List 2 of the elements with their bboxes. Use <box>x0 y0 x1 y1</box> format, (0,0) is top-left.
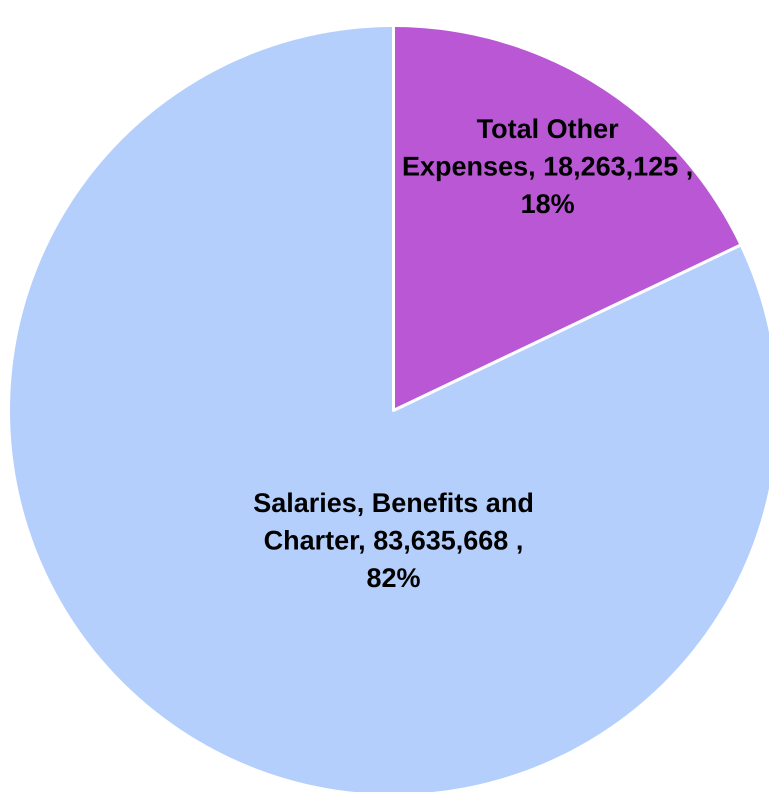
slice-label: Salaries, Benefits and Charter, 83,635,668 , 82% <box>253 488 534 594</box>
slice-label: Total Other Expenses, 18,263,125 , 18% <box>402 114 694 219</box>
